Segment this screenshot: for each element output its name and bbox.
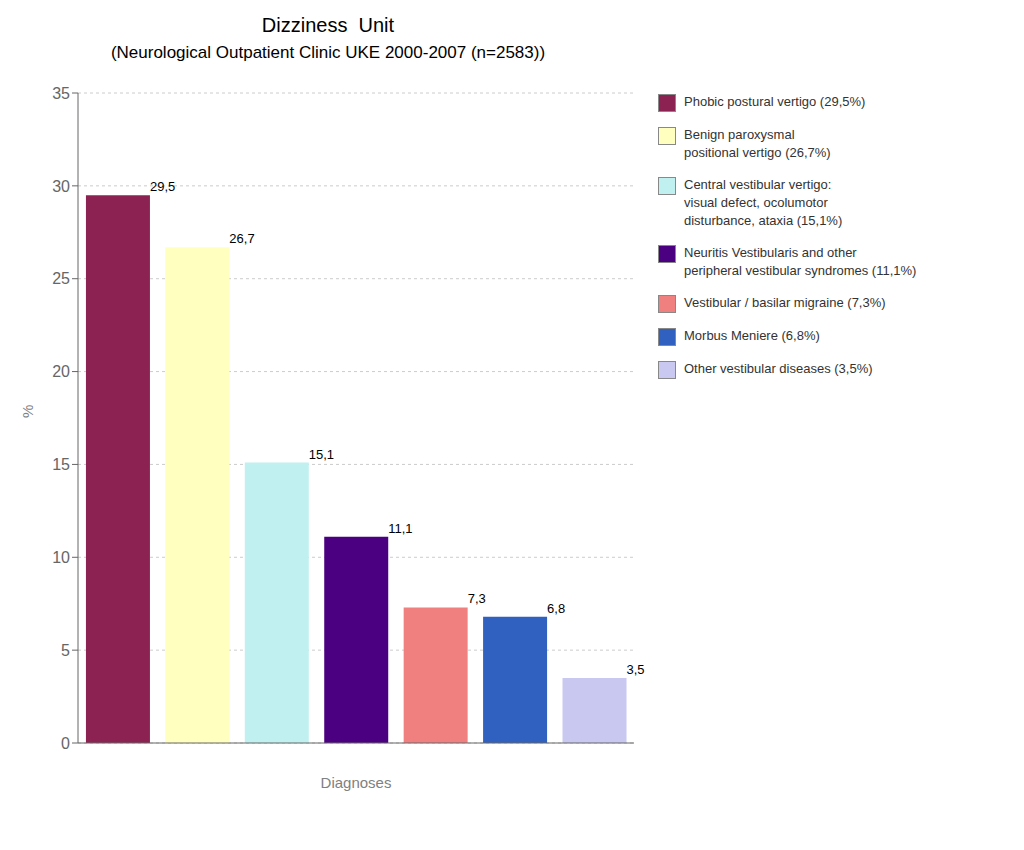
svg-text:6,8: 6,8: [547, 601, 565, 616]
html-text:Vestibular / basilar migraine: Vestibular / basilar migraine (7,3%): [684, 295, 886, 310]
svg-text:3,5: 3,5: [627, 662, 645, 677]
html-text:Benign paroxysmal positional v: Benign paroxysmal positional vertigo (26…: [684, 127, 831, 160]
html-text:Phobic postural vertigo (29,5%: Phobic postural vertigo (29,5%): [684, 94, 866, 109]
svg-text:15,1: 15,1: [309, 447, 334, 462]
svg-text:0: 0: [61, 735, 70, 752]
svg-text:25: 25: [52, 270, 70, 287]
svg-text:15: 15: [52, 456, 70, 473]
svg-text:11,1: 11,1: [388, 521, 412, 536]
html-text:Central vestibular vertigo: vi: Central vestibular vertigo: visual defec…: [684, 177, 843, 228]
svg-text:20: 20: [52, 363, 70, 380]
svg-text:10: 10: [52, 549, 70, 566]
svg-text:26,7: 26,7: [229, 231, 254, 246]
svg-text:30: 30: [52, 178, 70, 195]
svg-text:Diagnoses: Diagnoses: [321, 774, 392, 791]
html-text:(Neurological Outpatient Clini: (Neurological Outpatient Clinic UKE 2000…: [110, 43, 546, 62]
svg-text:%: %: [19, 405, 36, 418]
html-text:Morbus Meniere (6,8%): Morbus Meniere (6,8%): [684, 328, 820, 343]
html-text:Dizziness Unit: Dizziness Unit: [261, 14, 395, 36]
svg-text:7,3: 7,3: [468, 591, 486, 606]
html-text:Other vestibular diseases (3,5: Other vestibular diseases (3,5%): [684, 361, 873, 376]
html-text:Neuritis Vestibularis and othe: Neuritis Vestibularis and other peripher…: [684, 245, 917, 278]
svg-text:35: 35: [52, 85, 70, 102]
svg-text:5: 5: [61, 642, 70, 659]
svg-text:29,5: 29,5: [150, 179, 175, 194]
